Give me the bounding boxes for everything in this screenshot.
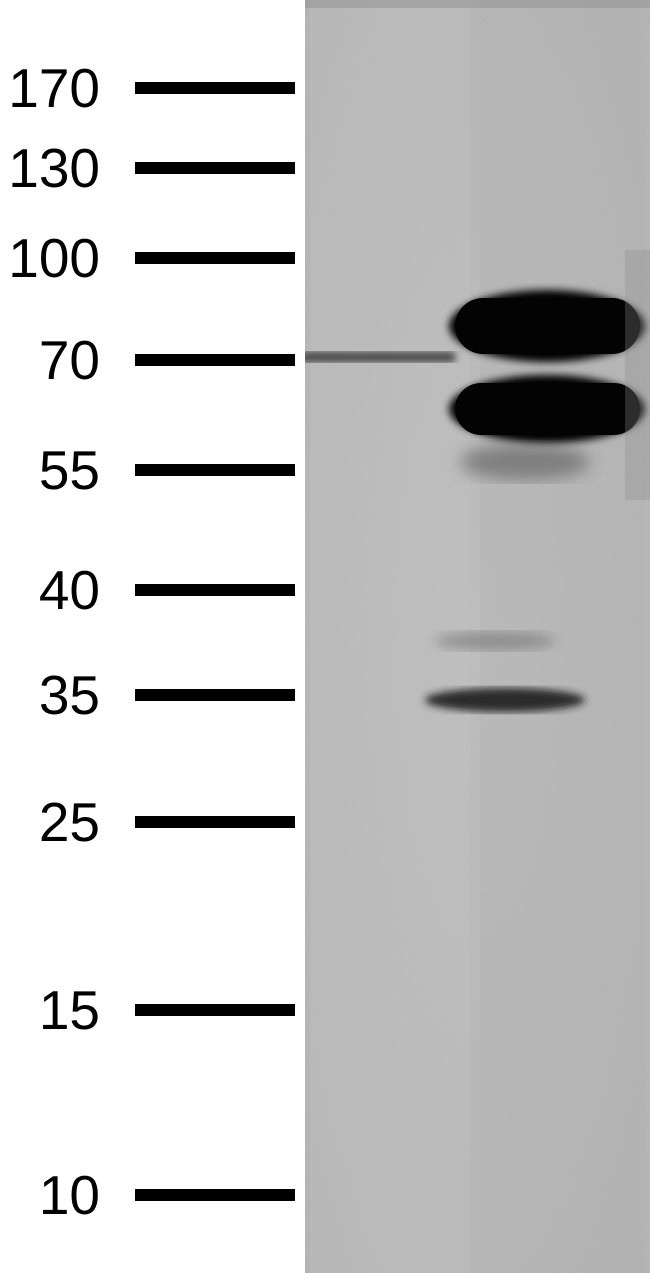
marker-tick: [135, 1189, 295, 1201]
marker-label: 100: [0, 226, 120, 290]
band-35: [425, 688, 585, 712]
marker-label: 70: [0, 328, 120, 392]
marker-tick: [135, 464, 295, 476]
molecular-weight-ladder: 170 130 100 70 55 40 35 25 15 10: [0, 0, 305, 1273]
marker-tick: [135, 1004, 295, 1016]
marker-label: 25: [0, 790, 120, 854]
marker-tick: [135, 584, 295, 596]
western-blot: 170 130 100 70 55 40 35 25 15 10: [0, 0, 650, 1273]
lane-background: [305, 0, 650, 1273]
marker-label: 130: [0, 136, 120, 200]
marker-row: 25: [0, 792, 305, 852]
marker-row: 100: [0, 228, 305, 288]
marker-row: 40: [0, 560, 305, 620]
marker-tick: [135, 689, 295, 701]
marker-row: 55: [0, 440, 305, 500]
marker-tick: [135, 162, 295, 174]
marker-label: 170: [0, 56, 120, 120]
marker-row: 170: [0, 58, 305, 118]
marker-row: 35: [0, 665, 305, 725]
marker-row: 70: [0, 330, 305, 390]
band-thin-70: [305, 352, 455, 362]
marker-tick: [135, 82, 295, 94]
marker-row: 130: [0, 138, 305, 198]
marker-label: 35: [0, 663, 120, 727]
marker-label: 55: [0, 438, 120, 502]
band-faint-38: [435, 632, 555, 650]
band-smear-55: [460, 444, 590, 480]
gel-lane-area: [305, 0, 650, 1273]
marker-tick: [135, 252, 295, 264]
marker-tick: [135, 816, 295, 828]
marker-tick: [135, 354, 295, 366]
marker-row: 15: [0, 980, 305, 1040]
marker-label: 10: [0, 1163, 120, 1227]
marker-label: 15: [0, 978, 120, 1042]
marker-label: 40: [0, 558, 120, 622]
marker-row: 10: [0, 1165, 305, 1225]
